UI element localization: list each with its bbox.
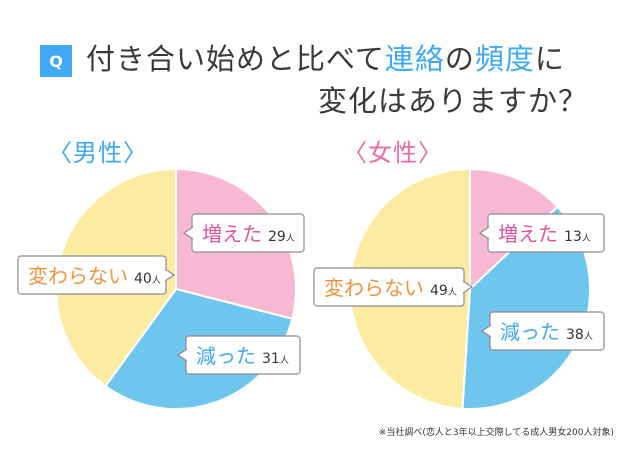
slice-label: 増えた [202, 222, 262, 246]
data-label-male-decrease: 減った 31人 [176, 335, 301, 375]
title-line1: 付き合い始めと比べて連絡の頻度に [86, 42, 565, 76]
data-label-female-decrease: 減った 38人 [480, 311, 605, 351]
slice-value: 29 [268, 229, 286, 245]
data-label-female-increase: 増えた 13人 [478, 213, 605, 253]
data-label-male-increase: 増えた 29人 [182, 213, 305, 253]
slice-value: 40 [134, 271, 152, 287]
title-text: の [444, 42, 475, 76]
slice-unit: 人 [280, 355, 289, 366]
slice-value: 49 [430, 283, 448, 299]
title-accent-contact: 連絡 [384, 42, 445, 76]
slice-unit: 人 [584, 331, 593, 342]
slice-unit: 人 [582, 233, 591, 244]
question-badge: Q [40, 45, 72, 77]
slice-label: 変わらない [324, 276, 424, 300]
slice-label: 変わらない [28, 264, 128, 288]
slice-value: 31 [262, 351, 280, 367]
slice-value: 38 [566, 327, 584, 343]
male-chart-title: 〈男性〉 [48, 139, 148, 167]
slice-label: 増えた [498, 222, 558, 246]
slice-unit: 人 [448, 287, 457, 298]
title-text: に [534, 42, 565, 76]
page-title: 付き合い始めと比べて連絡の頻度に 変化はありますか？ [86, 38, 616, 122]
footnote: ※当社調べ(恋人と3年以上交際してる成人男女200人対象) [378, 428, 614, 438]
title-text: 付き合い始めと比べて [86, 42, 385, 76]
slice-label: 減った [196, 344, 256, 368]
female-chart-title: 〈女性〉 [343, 139, 443, 167]
data-label-male-unchanged: 変わらない 40人 [17, 255, 176, 295]
title-accent-frequency: 頻度 [474, 42, 535, 76]
slice-label: 減った [500, 320, 560, 344]
data-label-female-unchanged: 変わらない 49人 [313, 267, 474, 307]
slice-unit: 人 [286, 233, 295, 244]
slice-value: 13 [564, 229, 582, 245]
title-line2: 変化はありますか？ [317, 84, 588, 118]
slice-unit: 人 [152, 275, 161, 286]
